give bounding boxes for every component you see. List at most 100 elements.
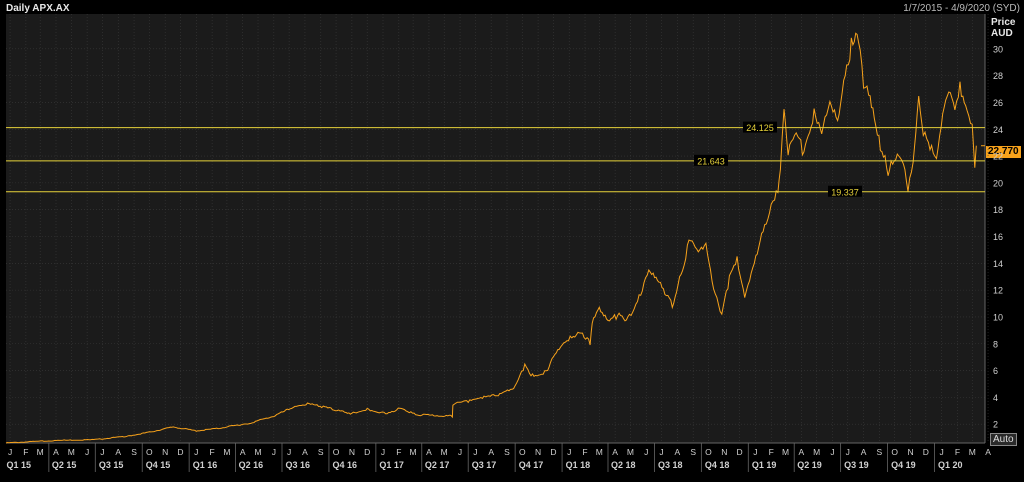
month-tick-label: F [396, 447, 401, 457]
month-tick-label: F [955, 447, 960, 457]
month-tick-label: D [737, 447, 743, 457]
level-label: 24.125 [746, 123, 774, 133]
month-tick-label: M [813, 447, 820, 457]
month-tick-label: M [441, 447, 448, 457]
month-tick-label: S [877, 447, 883, 457]
month-tick-label: A [302, 447, 308, 457]
price-series-line [5, 32, 977, 444]
level-label: 19.337 [831, 187, 859, 197]
month-tick-label: F [210, 447, 215, 457]
y-tick-label: 2 [993, 420, 998, 430]
quarter-label: Q3 17 [472, 460, 497, 470]
month-tick-label: F [582, 447, 587, 457]
month-tick-label: M [68, 447, 75, 457]
month-tick-label: F [769, 447, 774, 457]
month-tick-label: A [240, 447, 246, 457]
month-tick-label: D [364, 447, 370, 457]
month-tick-label: J [940, 447, 944, 457]
month-tick-label: N [162, 447, 168, 457]
month-tick-label: N [721, 447, 727, 457]
month-tick-label: A [675, 447, 681, 457]
y-tick-label: 18 [993, 205, 1003, 215]
quarter-label: Q2 16 [239, 460, 264, 470]
month-tick-label: A [985, 447, 991, 457]
quarter-label: Q1 19 [752, 460, 777, 470]
quarter-label: Q1 17 [379, 460, 404, 470]
level-label-bg [828, 185, 862, 197]
quarter-label: Q4 18 [705, 460, 730, 470]
month-tick-label: D [177, 447, 183, 457]
y-tick-label: 12 [993, 286, 1003, 296]
month-tick-label: J [100, 447, 104, 457]
quarter-label: Q2 18 [611, 460, 636, 470]
month-tick-label: S [318, 447, 324, 457]
month-tick-label: M [782, 447, 789, 457]
month-tick-label: M [223, 447, 230, 457]
y-tick-label: 28 [993, 71, 1003, 81]
quarter-label: Q1 16 [193, 460, 218, 470]
y-tick-label: 4 [993, 393, 998, 403]
level-label: 21.643 [697, 156, 725, 166]
quarter-label: Q4 17 [519, 460, 544, 470]
month-tick-label: J [272, 447, 276, 457]
month-tick-label: J [8, 447, 12, 457]
quarter-label: Q1 15 [6, 460, 31, 470]
month-tick-label: S [504, 447, 510, 457]
y-tick-label: 24 [993, 125, 1003, 135]
y-tick-label: 30 [993, 44, 1003, 54]
month-tick-label: N [535, 447, 541, 457]
month-tick-label: N [349, 447, 355, 457]
month-tick-label: F [23, 447, 28, 457]
quarter-label: Q3 18 [658, 460, 683, 470]
y-tick-label: 16 [993, 232, 1003, 242]
month-tick-label: M [254, 447, 261, 457]
quarter-label: Q4 16 [332, 460, 357, 470]
month-tick-label: D [550, 447, 556, 457]
month-tick-label: J [287, 447, 291, 457]
quarter-label: Q1 18 [566, 460, 591, 470]
month-tick-label: J [830, 447, 834, 457]
y-tick-label: 10 [993, 312, 1003, 322]
month-tick-label: A [115, 447, 121, 457]
quarter-label: Q3 16 [286, 460, 311, 470]
month-tick-label: J [753, 447, 757, 457]
month-tick-label: O [705, 447, 712, 457]
month-tick-label: A [488, 447, 494, 457]
quarter-label: Q2 17 [425, 460, 450, 470]
month-tick-label: J [194, 447, 198, 457]
month-tick-label: J [458, 447, 462, 457]
quarter-label: Q2 19 [797, 460, 822, 470]
month-tick-label: J [567, 447, 571, 457]
month-tick-label: J [659, 447, 663, 457]
month-tick-label: A [799, 447, 805, 457]
month-tick-label: J [473, 447, 477, 457]
quarter-label: Q3 15 [99, 460, 124, 470]
month-tick-label: S [131, 447, 137, 457]
month-tick-label: O [333, 447, 340, 457]
month-tick-label: M [410, 447, 417, 457]
month-tick-label: M [627, 447, 634, 457]
quarter-label: Q3 19 [844, 460, 869, 470]
quarter-label: Q4 19 [891, 460, 916, 470]
month-tick-label: J [846, 447, 850, 457]
month-tick-label: D [923, 447, 929, 457]
y-tick-label: 8 [993, 339, 998, 349]
month-tick-label: A [426, 447, 432, 457]
month-tick-label: N [907, 447, 913, 457]
month-tick-label: M [969, 447, 976, 457]
month-tick-label: J [644, 447, 648, 457]
quarter-label: Q4 15 [146, 460, 171, 470]
level-label-bg [694, 154, 728, 166]
y-tick-label: 22 [993, 152, 1003, 162]
month-tick-label: M [37, 447, 44, 457]
month-tick-label: A [861, 447, 867, 457]
level-label-bg [743, 121, 777, 133]
month-tick-label: O [519, 447, 526, 457]
quarter-label: Q1 20 [938, 460, 963, 470]
y-tick-label: 26 [993, 98, 1003, 108]
y-tick-label: 14 [993, 259, 1003, 269]
y-tick-label: 20 [993, 178, 1003, 188]
month-tick-label: A [612, 447, 618, 457]
month-tick-label: O [146, 447, 153, 457]
month-tick-label: J [85, 447, 89, 457]
